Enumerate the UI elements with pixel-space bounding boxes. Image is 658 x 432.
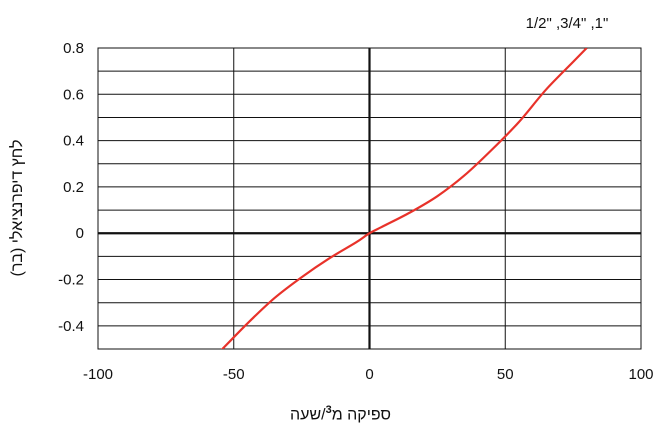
zero-axes xyxy=(98,48,641,349)
x-tick-label: 50 xyxy=(497,366,514,383)
x-tick-label: 0 xyxy=(365,366,373,383)
y-tick-label: -0.4 xyxy=(58,318,84,335)
x-tick-label: 100 xyxy=(628,366,653,383)
curves xyxy=(220,48,588,349)
x-axis-label-superscript: 3 xyxy=(325,404,332,416)
y-tick-label: 0.4 xyxy=(63,133,84,150)
y-axis-label: לחץ דיפרנציאלי (בר) xyxy=(9,139,26,277)
y-tick-label: 0.2 xyxy=(63,179,84,196)
x-tick-labels: -100 -50 0 50 100 xyxy=(83,366,654,383)
x-axis-label: ספיקה מ3/שעה xyxy=(290,404,391,424)
y-tick-labels: -0.4 -0.2 0 0.2 0.4 0.6 0.8 xyxy=(58,40,84,335)
y-tick-label: 0.8 xyxy=(63,40,84,57)
x-tick-label: -50 xyxy=(223,366,245,383)
series-label: 1/2" ,3/4" ,1" xyxy=(526,15,609,32)
y-axis-label-wrap: לחץ דיפרנציאלי (בר) xyxy=(9,140,28,277)
y-tick-label: -0.2 xyxy=(58,272,84,289)
x-axis-label-prefix: ספיקה מ xyxy=(331,406,391,424)
x-axis-label-suffix: /שעה xyxy=(290,406,326,424)
series-curve xyxy=(220,48,588,349)
y-tick-label: 0.6 xyxy=(63,86,84,103)
x-tick-label: -100 xyxy=(83,366,113,383)
y-tick-label: 0 xyxy=(76,225,84,242)
